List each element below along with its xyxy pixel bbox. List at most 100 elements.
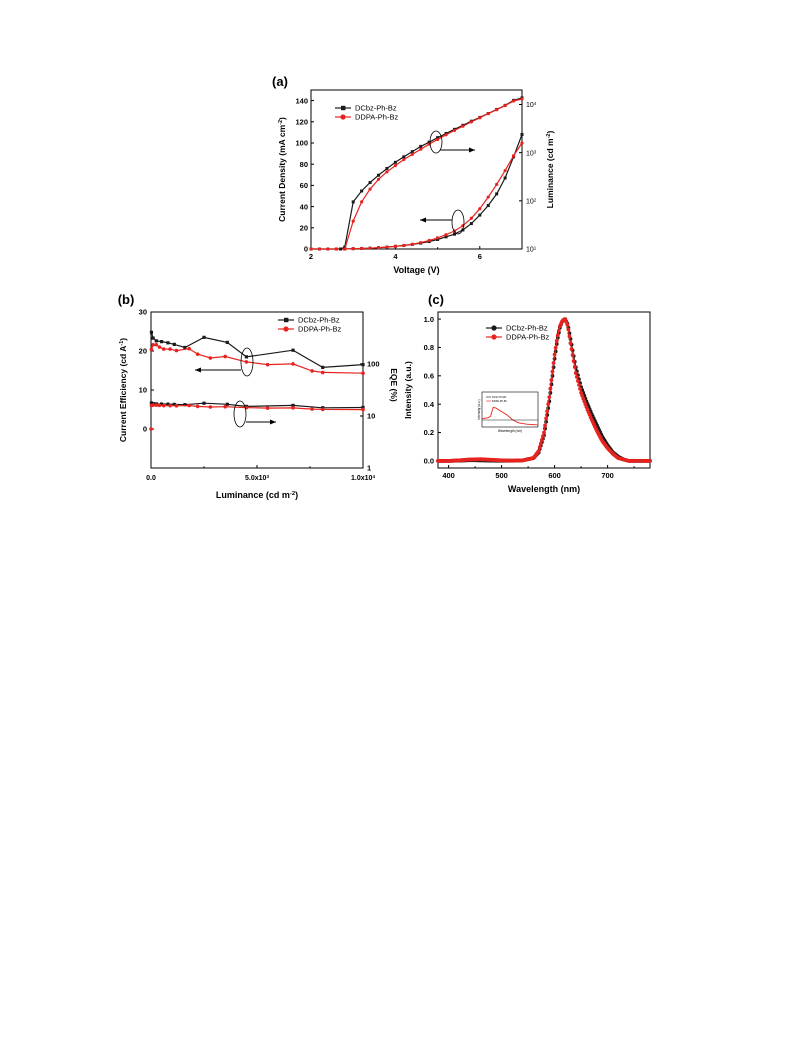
a-ddpa-luminance-point [452,128,457,132]
b-ddpa-eqe-point [320,407,325,412]
y-tick-label: 0.4 [424,400,435,409]
a-ddpa-current-point [520,141,524,145]
a-dcbz-current-point [503,176,507,180]
y-right-tick-label: 101 [526,245,537,254]
a-dcbz-current-point [478,213,482,217]
c-ddpa-el-point [553,345,558,350]
a-ddpa-current-point [402,243,406,248]
b-dcbz-ce-point [172,342,176,346]
a-ddpa-current-point [511,154,516,158]
c-ddpa-el-point [545,409,550,414]
y-tick-label: 1.0 [424,315,434,324]
b-dcbz-ce-point [244,355,248,359]
a-ddpa-luminance-point [486,112,490,116]
annotation-ellipse [429,130,443,154]
c-ddpa-el-point [548,386,553,391]
y-right-tick-label: 104 [526,101,537,110]
b-ddpa-ce-point [223,354,227,359]
c-ddpa-el-point [543,423,547,428]
y-right-tick-label: 102 [526,197,537,206]
b-dcbz-eqe-point [166,402,170,406]
a-dcbz-luminance-point [368,181,372,185]
inset-legend-label: DCbz-Ph-Bz [492,395,507,399]
c-ddpa-el-point [549,378,554,382]
a-dcbz-luminance-point [377,173,381,177]
a-dcbz-luminance-point [436,136,440,140]
a-ddpa-current-point [419,241,423,245]
a-dcbz-current-point [452,232,456,236]
c-ddpa-el-point [554,339,559,343]
c-ddpa-el-point [648,459,652,463]
x-tick-label: 2 [309,252,313,261]
a-ddpa-luminance-point [385,170,389,174]
a-ddpa-current-point [427,238,431,243]
a-ddpa-luminance-point [393,163,397,168]
y-right-axis-label: EQE (%) [389,368,399,402]
b-ddpa-eqe-point [174,404,179,408]
annotation-arrowhead [420,217,426,223]
b-dcbz-ce-point [183,345,187,350]
b-ddpa-eqe-point [361,407,365,412]
c-ddpa-el-point [571,359,576,363]
b-ddpa-ce-point [310,369,314,373]
panel-label: (b) [118,292,135,307]
b-ddpa-ce-point [320,370,325,375]
a-ddpa-luminance-point [469,120,473,124]
a-ddpa-luminance-point [495,108,499,112]
a-ddpa-luminance-point [503,103,507,108]
y-tick-label: 0.6 [424,372,434,381]
a-ddpa-luminance-point [419,147,423,151]
c-ddpa-el-point [567,334,572,339]
a-ddpa-current-point [469,216,473,220]
a-dcbz-current-point [520,133,524,137]
x-tick-label: 400 [442,471,455,480]
a-ddpa-current-point [385,245,389,249]
a-ddpa-current-point [436,236,440,240]
y-left-tick-label: 20 [139,347,147,356]
a-ddpa-luminance-point [444,133,448,137]
b-dcbz-ce-point [291,348,295,352]
y-left-tick-label: 0 [143,425,147,434]
plot-frame [437,311,651,469]
b-ddpa-ce-point [157,345,162,349]
c-ddpa-el-point [544,416,549,421]
y-left-tick-label: 80 [300,160,308,169]
c-ddpa-el-point [539,438,544,442]
b-ddpa-eqe-point [168,403,172,408]
y-right-tick-label: 10 [367,412,375,421]
b-ddpa-ce-line [150,344,364,374]
legend-marker [284,317,289,323]
y-right-tick-label: 1 [367,464,371,473]
y-left-axis-label: Current Density (mA cm-2) [277,117,287,222]
x-axis-label: Wavelength (nm) [508,484,580,494]
annotation-ellipse [451,209,465,235]
b-dcbz-eqe-point [172,402,176,407]
c-ddpa-el-point [538,441,543,446]
b-ddpa-ce-point [187,346,191,351]
c-ddpa-el-point [568,341,573,346]
c-ddpa-el-point [572,365,577,369]
a-dcbz-luminance-point [351,200,355,204]
b-dcbz-ce-point [151,336,155,340]
b-dcbz-eqe-point [183,403,187,407]
a-ddpa-current-point [444,233,448,237]
a-ddpa-luminance-point [461,124,465,128]
annotation-arrowhead [469,147,475,153]
c-ddpa-el-point [573,371,578,375]
panel-a-chart: (a)2 4 6020406080100120140101102103104Volt… [272,74,555,275]
legend-label: DDPA-Ph-Bz [355,113,398,122]
b-ddpa-eqe-point [195,404,200,409]
a-dcbz-luminance-point [410,150,414,154]
x-tick-label: 500 [495,471,508,480]
a-ddpa-current-point [410,242,414,246]
c-ddpa-el-point [552,352,557,357]
x-tick-label: 5.0x103 [245,474,269,483]
c-ddpa-el-point [576,379,580,383]
b-ddpa-ce-point [151,342,155,347]
a-ddpa-luminance-point [343,247,347,251]
c-ddpa-el-point [541,434,545,439]
x-tick-label: 1.0x104 [351,474,375,483]
a-dcbz-current-point [469,222,473,226]
b-ddpa-ce-point [174,348,179,353]
b-ddpa-ce-point [161,347,166,351]
